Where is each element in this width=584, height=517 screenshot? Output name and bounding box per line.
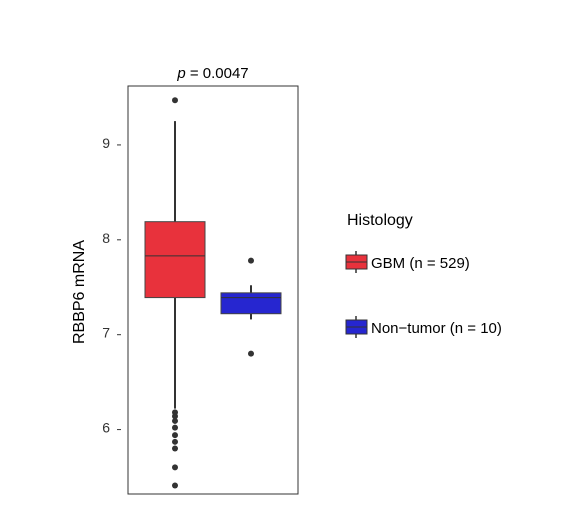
- legend-title: Histology: [347, 212, 413, 229]
- outlier-point: [248, 257, 254, 264]
- box-iqr: [220, 292, 282, 315]
- y-tick-label: 6: [102, 420, 110, 436]
- y-tick-label: 7: [102, 325, 110, 341]
- chart-title-symbol: p: [176, 65, 185, 82]
- legend: GBM (n = 529) Non−tumor (n = 10): [345, 251, 502, 338]
- box-series: [144, 97, 282, 489]
- box-group: [144, 97, 206, 489]
- outlier-point: [172, 424, 178, 431]
- outlier-point: [172, 438, 178, 445]
- outlier-point: [172, 432, 178, 439]
- legend-item: GBM (n = 529): [345, 251, 470, 273]
- outlier-point: [172, 413, 178, 420]
- y-tick-label: 8: [102, 230, 110, 246]
- outlier-point: [248, 350, 254, 357]
- outlier-point: [172, 445, 178, 452]
- y-axis: 6 7 8 9: [102, 135, 121, 436]
- plot-panel-border: [127, 85, 299, 495]
- box-group: [220, 257, 282, 357]
- chart-title-value: = 0.0047: [186, 65, 249, 82]
- legend-label: Non−tumor (n = 10): [371, 320, 502, 337]
- legend-label: GBM (n = 529): [371, 255, 470, 272]
- outlier-point: [172, 482, 178, 489]
- chart-title: p = 0.0047: [176, 65, 248, 82]
- legend-item: Non−tumor (n = 10): [345, 316, 502, 338]
- y-axis-label: RBBP6 mRNA: [71, 240, 88, 344]
- outlier-point: [172, 417, 178, 424]
- outlier-point: [172, 464, 178, 471]
- y-tick-label: 9: [102, 135, 110, 151]
- outlier-point: [172, 97, 178, 104]
- box-iqr: [144, 221, 206, 299]
